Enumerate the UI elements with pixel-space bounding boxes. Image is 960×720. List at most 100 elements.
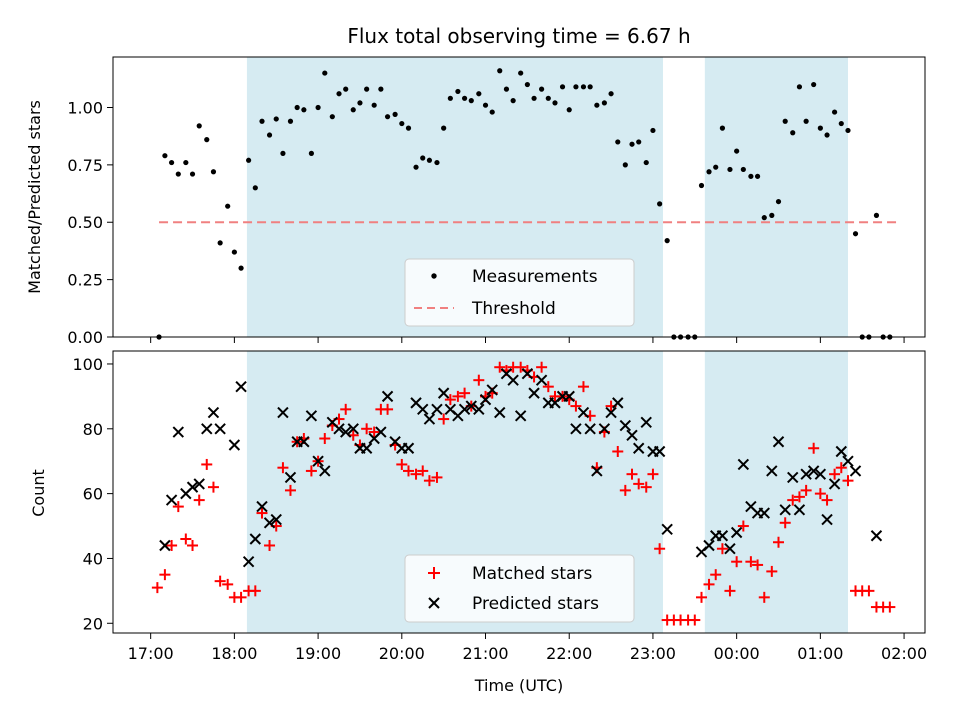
- matched-star-point: [619, 484, 631, 496]
- measurement-point: [650, 127, 656, 134]
- matched-star-point: [193, 494, 205, 506]
- matched-star-point: [773, 536, 785, 548]
- measurement-point: [426, 157, 433, 163]
- measurement-point: [420, 155, 426, 161]
- predicted-star-point: [835, 445, 847, 458]
- predicted-star-point: [486, 384, 498, 396]
- predicted-star-point: [172, 426, 185, 438]
- measurement-point: [280, 150, 286, 156]
- y-tick-label: 80: [83, 420, 103, 439]
- matched-star-point: [626, 468, 638, 480]
- measurement-point: [503, 86, 510, 92]
- measurement-point: [455, 88, 461, 95]
- predicted-star-point: [186, 481, 199, 493]
- predicted-star-point: [584, 423, 596, 435]
- matched-star-point: [689, 614, 701, 626]
- measurement-point: [378, 86, 384, 92]
- measurement-point: [811, 81, 817, 88]
- bottom-panel: 20 40 60 80 100 17:00 18:00 19:00 20:00 21:00 22:…: [29, 350, 927, 695]
- x-tick-label: 01:00: [797, 644, 843, 663]
- matched-star-point: [166, 539, 178, 551]
- predicted-star-point: [703, 539, 715, 552]
- measurement-point: [664, 238, 670, 244]
- predicted-star-point: [381, 390, 394, 403]
- predicted-star-point: [473, 403, 485, 416]
- predicted-star-point: [319, 465, 331, 477]
- matched-star-point: [703, 578, 715, 590]
- matched-star-point: [766, 565, 778, 577]
- matched-star-point: [207, 481, 219, 493]
- measurement-point: [482, 102, 489, 108]
- measurement-point: [301, 107, 307, 113]
- measurement-point: [468, 98, 474, 104]
- predicted-star-point: [737, 458, 750, 471]
- measurement-point: [790, 130, 796, 136]
- measurement-point: [629, 141, 635, 147]
- measurement-point: [336, 91, 342, 97]
- top-x-axis-ticks: [150, 337, 905, 343]
- matched-star-point: [319, 433, 331, 445]
- predicted-star-point: [494, 406, 506, 419]
- matched-star-point: [180, 533, 192, 545]
- bottom-x-axis-ticks: 17:00 18:00 19:00 20:00 21:00 22:00 23:00 00:00…: [128, 633, 927, 663]
- matched-star-point: [640, 481, 652, 493]
- matched-star-point: [277, 462, 289, 474]
- matched-star-point: [403, 465, 415, 477]
- matched-star-point: [716, 543, 728, 555]
- predicted-star-point: [465, 400, 477, 412]
- measurement-point: [399, 120, 405, 127]
- bottom-y-axis-label: Count: [29, 469, 48, 517]
- predicted-star-point: [507, 374, 519, 386]
- y-tick-label: 60: [83, 485, 103, 504]
- observing-window-0-1: [704, 57, 848, 337]
- matched-star-point: [159, 569, 171, 581]
- measurement-point: [266, 132, 273, 138]
- predicted-star-point: [730, 526, 743, 539]
- measurement-point: [259, 118, 265, 124]
- matched-star-point: [444, 394, 456, 406]
- matched-star-point: [542, 381, 554, 393]
- measurement-point: [524, 81, 530, 88]
- measurement-point: [719, 125, 726, 131]
- x-tick-label: 17:00: [128, 644, 174, 663]
- measurement-point: [748, 173, 754, 179]
- measurement-point: [698, 182, 705, 189]
- predicted-star-point: [640, 416, 652, 429]
- measurement-point: [273, 116, 279, 122]
- predicted-star-point: [360, 442, 373, 454]
- bottom-y-axis-ticks: 20 40 60 80 100: [72, 355, 113, 633]
- bottom-legend: Matched stars Predicted stars: [404, 554, 635, 623]
- matched-star-point: [724, 585, 736, 597]
- matched-star-point: [340, 403, 352, 415]
- y-tick-label: 40: [83, 549, 103, 568]
- predicted-star-point: [766, 465, 778, 477]
- predicted-star-point: [793, 504, 806, 516]
- matched-star-point: [459, 387, 471, 399]
- predicted-star-point: [514, 410, 527, 422]
- measurement-point: [476, 91, 482, 97]
- measurement-point: [252, 185, 258, 191]
- predicted-star-point: [458, 403, 471, 416]
- matched-star-point: [222, 578, 234, 590]
- predicted-star-point: [598, 423, 611, 435]
- predicted-star-point: [201, 423, 213, 435]
- predicted-star-point: [626, 429, 638, 441]
- measurement-point: [434, 159, 440, 166]
- predicted-star-point: [800, 468, 812, 480]
- x-tick-label: 19:00: [295, 644, 341, 663]
- y-tick-label: 20: [83, 614, 103, 633]
- measurement-point: [831, 109, 838, 115]
- matched-star-point: [570, 400, 582, 412]
- count-series: [151, 361, 896, 626]
- predicted-star-point: [207, 406, 220, 419]
- y-tick-label: 0.50: [67, 213, 103, 232]
- measurement-point: [413, 164, 419, 170]
- predicted-star-point: [249, 533, 262, 545]
- measurement-point: [817, 125, 823, 131]
- matched-star-point: [821, 494, 833, 506]
- measurement-point: [657, 201, 663, 207]
- predicted-star-point: [347, 423, 359, 435]
- predicted-star-point: [814, 468, 827, 480]
- predicted-star-point: [431, 403, 443, 416]
